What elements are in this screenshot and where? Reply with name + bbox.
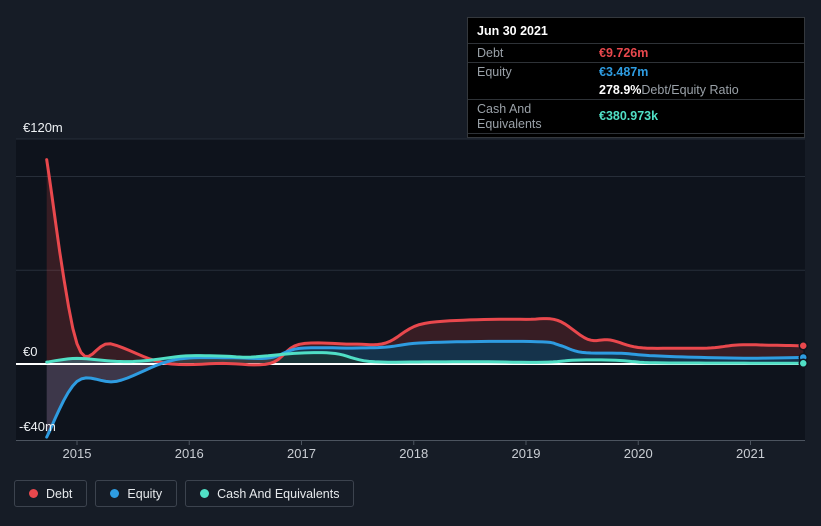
legend-debt-label: Debt [46, 486, 73, 501]
tooltip-row-equity: Equity €3.487m [468, 63, 804, 81]
chart-legend: Debt Equity Cash And Equivalents [14, 480, 355, 507]
x-axis-year-label: 2017 [287, 446, 316, 461]
tooltip-equity-label: Equity [477, 64, 512, 79]
x-axis-year-label: 2021 [736, 446, 765, 461]
y-axis-label-neg40m: -€40m [19, 419, 56, 434]
legend-item-debt[interactable]: Debt [14, 480, 88, 507]
tooltip-equity-value: €3.487m [599, 64, 649, 79]
tooltip-ratio-value: 278.9% [599, 82, 642, 97]
y-axis-label-0: €0 [23, 344, 38, 359]
legend-cash-dot [200, 489, 210, 498]
legend-equity-label: Equity [127, 486, 163, 501]
tooltip-row-ratio: 278.9% Debt/Equity Ratio [468, 81, 804, 100]
tooltip-cash-label: Cash And Equivalents [477, 101, 542, 131]
tooltip-date: Jun 30 2021 [468, 18, 804, 44]
legend-equity-dot [110, 489, 120, 498]
y-axis-label-120m: €120m [23, 120, 63, 135]
x-axis-year-label: 2019 [511, 446, 541, 461]
x-axis-year-label: 2020 [623, 446, 653, 461]
legend-cash-label: Cash And Equivalents [217, 486, 340, 501]
tooltip-debt-value: €9.726m [599, 45, 649, 60]
tooltip-row-debt: Debt €9.726m [468, 44, 804, 63]
legend-item-equity[interactable]: Equity [95, 480, 178, 507]
x-axis-year-label: 2015 [62, 446, 92, 461]
chart-tooltip: Jun 30 2021 Debt €9.726m Equity €3.487m … [467, 17, 805, 138]
tooltip-cash-value: €380.973k [599, 109, 659, 123]
tooltip-ratio-label: Debt/Equity Ratio [641, 82, 739, 97]
tooltip-row-cash: Cash And Equivalents €380.973k [468, 100, 804, 134]
x-axis-year-label: 2016 [174, 446, 204, 461]
tooltip-debt-label: Debt [477, 45, 504, 60]
x-axis-year-label: 2018 [399, 446, 429, 461]
legend-debt-dot [29, 489, 38, 498]
legend-item-cash[interactable]: Cash And Equivalents [185, 480, 355, 507]
